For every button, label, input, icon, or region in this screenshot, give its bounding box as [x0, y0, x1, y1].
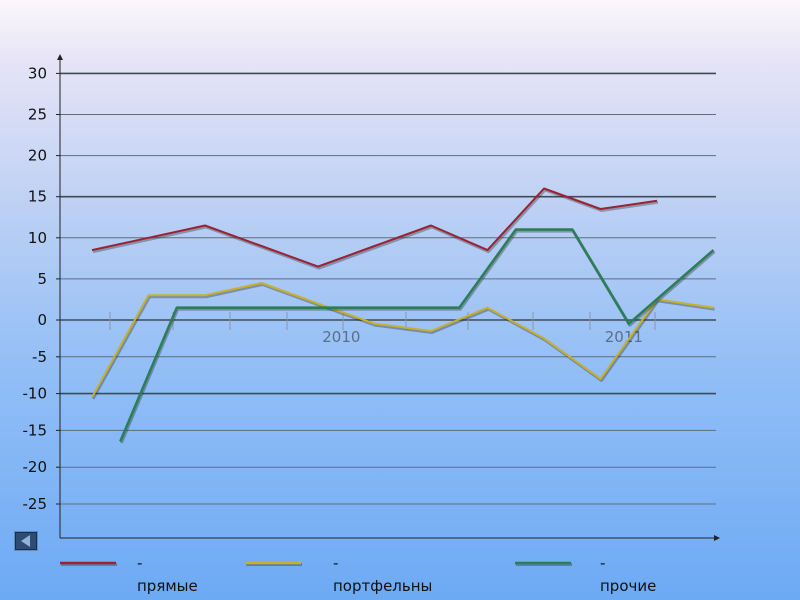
y-tick-label: 30 — [28, 64, 47, 82]
back-button[interactable] — [14, 531, 38, 551]
x-axis-arrow — [714, 535, 720, 541]
y-tick-label: 25 — [28, 106, 47, 124]
y-tick-label: -5 — [32, 348, 47, 366]
x-tick-marks — [109, 312, 656, 330]
series-shadow — [92, 188, 659, 270]
back-arrow-icon — [20, 535, 30, 547]
legend-dash: - — [333, 554, 338, 572]
legend-dash: - — [600, 554, 605, 572]
y-axis-arrow — [57, 54, 63, 60]
series-shadow — [91, 283, 715, 400]
legend-label: прямые — [137, 577, 198, 595]
legend: - прямые - портфельны - прочие — [60, 554, 656, 595]
y-tick-label: 20 — [28, 147, 47, 165]
y-tick-label: -10 — [23, 385, 48, 403]
y-tick-label: -20 — [23, 458, 48, 476]
y-tick-label: 10 — [28, 229, 47, 247]
legend-dash: - — [137, 554, 142, 572]
legend-label: портфельны — [333, 577, 432, 595]
grid-lines — [56, 72, 716, 505]
y-tick-label: 15 — [28, 188, 47, 206]
y-tick-label: 5 — [37, 270, 47, 288]
axes — [57, 54, 720, 541]
y-tick-label: -25 — [23, 495, 48, 513]
series-line-3 — [119, 228, 715, 442]
x-tick-labels: 2010 2011 — [322, 328, 643, 346]
data-series — [91, 187, 716, 444]
x-tick-label: 2010 — [322, 328, 360, 346]
y-tick-label: -15 — [23, 421, 48, 439]
y-tick-label: 0 — [37, 311, 47, 329]
series-line-1 — [91, 187, 658, 268]
y-tick-labels: 30 25 20 15 10 5 0 -5 -10 -15 -20 -25 — [23, 64, 48, 513]
legend-label: прочие — [600, 577, 656, 595]
series-line-2 — [91, 282, 714, 398]
